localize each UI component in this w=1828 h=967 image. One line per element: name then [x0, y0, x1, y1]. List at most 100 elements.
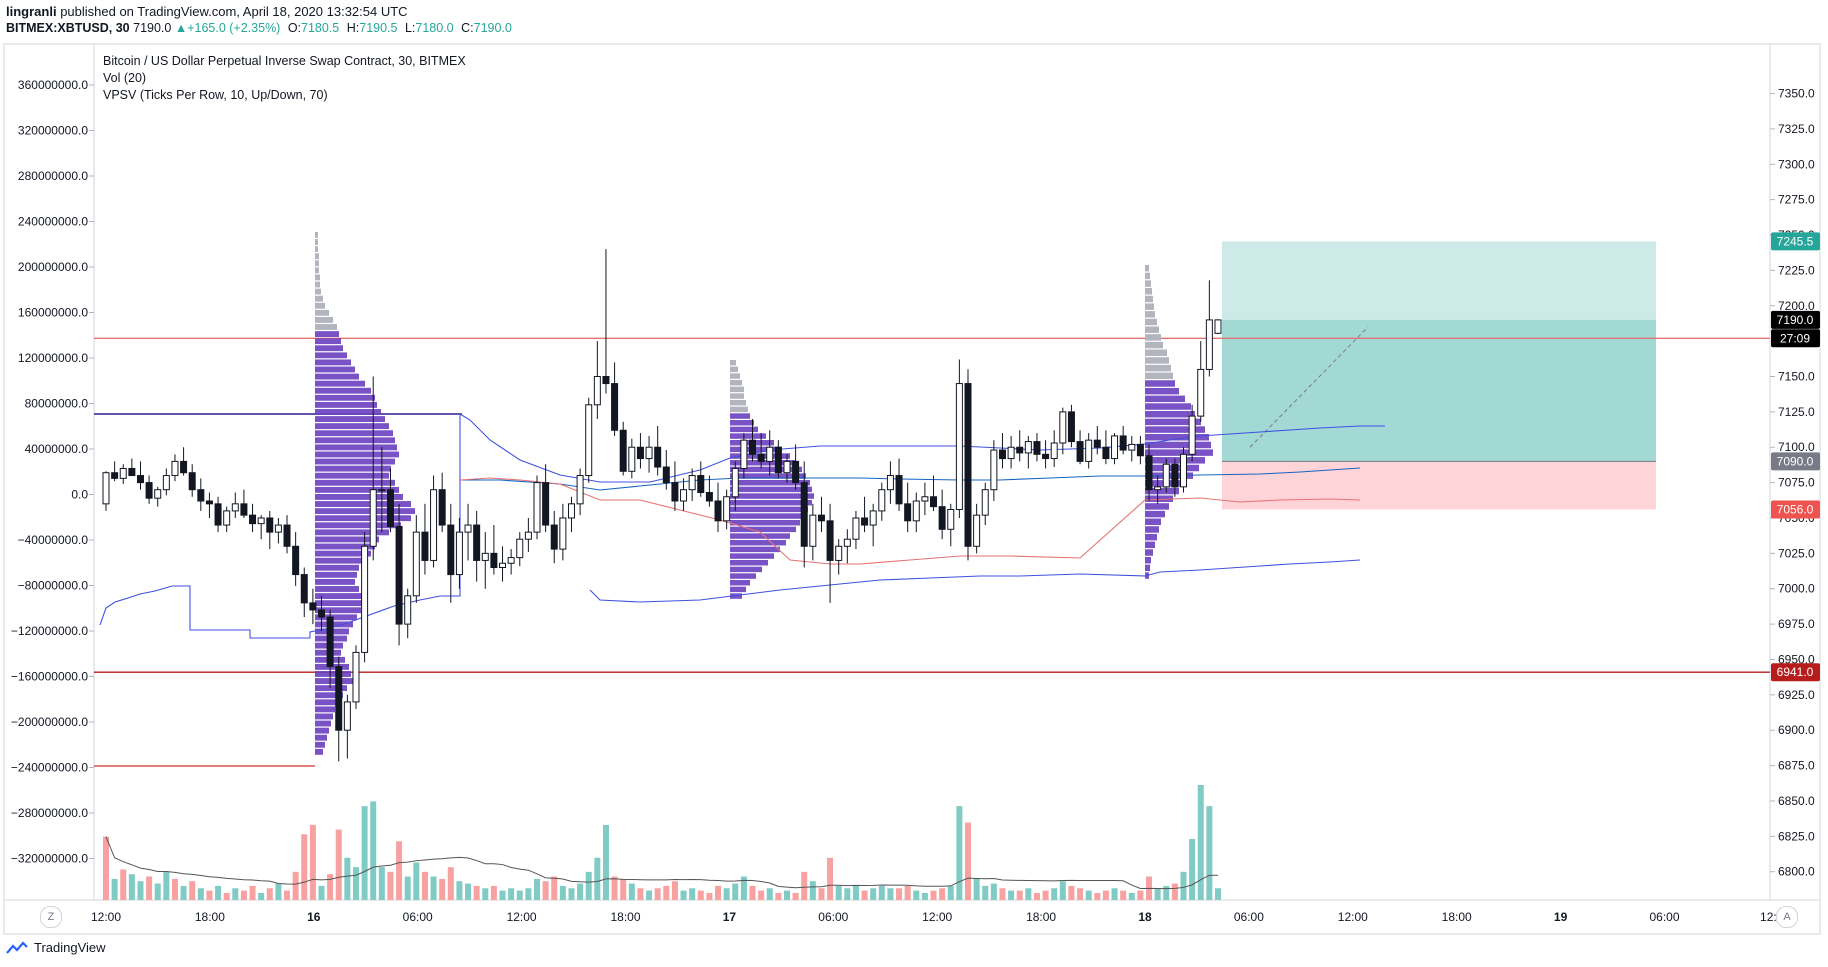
candle-body	[309, 602, 317, 611]
profile-row	[315, 536, 379, 543]
candle-body	[567, 503, 575, 519]
profile-row	[315, 472, 389, 479]
profile-row	[315, 274, 320, 281]
profile-row	[1145, 288, 1152, 295]
auto-scale-button[interactable]: A	[1776, 906, 1798, 928]
left-axis-tick-label: −120000000.0	[11, 624, 88, 638]
volume-bar	[490, 885, 497, 900]
candle-body	[455, 531, 463, 576]
price-label: 7245.5	[1777, 234, 1814, 248]
volume-bar	[818, 888, 825, 900]
candle-body	[214, 503, 222, 526]
legend-vol: Vol (20)	[103, 71, 146, 85]
volume-bar	[275, 883, 282, 900]
profile-row	[315, 706, 335, 713]
time-tick-label: 12:00	[91, 910, 121, 924]
candle-body	[921, 496, 929, 502]
profile-row	[315, 727, 329, 734]
vwap-upper-band	[99, 413, 1385, 639]
candle-body	[257, 517, 265, 525]
volume-bar	[1137, 890, 1144, 900]
profile-row	[1145, 510, 1165, 518]
candle-body	[533, 482, 541, 533]
price-label-bg	[1771, 310, 1820, 329]
symbol-name[interactable]: BITMEX:XBTUSD, 30	[6, 21, 130, 35]
change-arrow-icon: ▲	[174, 21, 188, 35]
candle-body	[136, 475, 144, 484]
volume-bar	[792, 892, 799, 900]
profile-row	[730, 486, 812, 493]
volume-bar	[163, 871, 170, 900]
position-zones	[1222, 241, 1656, 510]
volume-bar	[1085, 890, 1092, 900]
profile-row	[315, 338, 341, 345]
candle-body	[1059, 411, 1067, 444]
volume-bar	[508, 888, 515, 900]
symbol-bar: BITMEX:XBTUSD, 30 7190.0 ▲+165.0 (+2.35%…	[6, 21, 512, 35]
profile-row	[730, 560, 768, 566]
profile-row	[1145, 265, 1149, 272]
price-label-bg	[1771, 329, 1820, 348]
profile-row	[1145, 387, 1179, 395]
profile-row	[730, 480, 810, 486]
volume-bar	[852, 885, 859, 900]
volume-bar	[715, 885, 722, 900]
profile-row	[1145, 449, 1213, 456]
volume-bar	[1128, 892, 1135, 900]
volume-bar	[904, 885, 911, 900]
volume-bar	[1059, 881, 1066, 900]
profile-row	[730, 366, 738, 373]
candle-body	[1128, 443, 1136, 451]
volume-bar	[577, 883, 584, 900]
left-axis-tick-label: 280000000.0	[18, 169, 88, 183]
candle-body	[714, 500, 722, 522]
candle-body	[145, 482, 153, 499]
profile-row	[315, 246, 318, 253]
volume-bar	[103, 836, 109, 900]
profile-row	[1145, 495, 1173, 502]
profile-row	[315, 359, 351, 366]
candle-body	[473, 524, 481, 561]
profile-row	[1145, 395, 1185, 403]
volume-bar	[990, 883, 997, 900]
volume-bar	[965, 822, 971, 900]
price-label-bg	[1771, 232, 1820, 251]
candle-body	[223, 510, 231, 526]
price-labels: 7245.5 7190.0 27:09 7090.0 7056.0 6941.0	[1771, 232, 1820, 682]
volume-bar	[602, 824, 609, 900]
profile-row	[1145, 280, 1151, 287]
candle-body	[283, 524, 291, 547]
profile-row	[315, 508, 415, 515]
candle-body	[335, 666, 343, 731]
candle-body	[1162, 463, 1170, 488]
profile-row	[315, 486, 399, 493]
volume-bar	[896, 888, 903, 900]
volume-bar	[559, 885, 566, 900]
volume-bar	[835, 885, 842, 900]
author-name[interactable]: lingranli	[6, 4, 57, 19]
volume-ma-line	[105, 836, 1218, 890]
profile-row	[730, 473, 806, 479]
profile-row	[315, 437, 395, 444]
volume-bar	[482, 888, 489, 900]
volume-bar	[1033, 892, 1040, 900]
candle-body	[249, 514, 257, 525]
profile-row	[315, 331, 339, 338]
profile-row	[315, 529, 389, 536]
profile-row	[315, 607, 361, 614]
profile-row	[315, 316, 333, 323]
price-tick-label: 7200.0	[1778, 299, 1815, 313]
brand-name[interactable]: TradingView	[34, 940, 106, 955]
profile-row	[315, 741, 325, 748]
profile-row	[315, 593, 363, 600]
profile-row	[1145, 564, 1150, 572]
volume-bar	[1025, 888, 1032, 900]
profile-row	[730, 586, 746, 593]
volume-bar	[671, 881, 678, 900]
zoom-reset-button[interactable]: Z	[40, 906, 62, 928]
volume-bar	[335, 829, 342, 900]
candle-body	[516, 538, 524, 559]
volume-bars	[103, 785, 1221, 900]
candle-body	[731, 467, 739, 498]
